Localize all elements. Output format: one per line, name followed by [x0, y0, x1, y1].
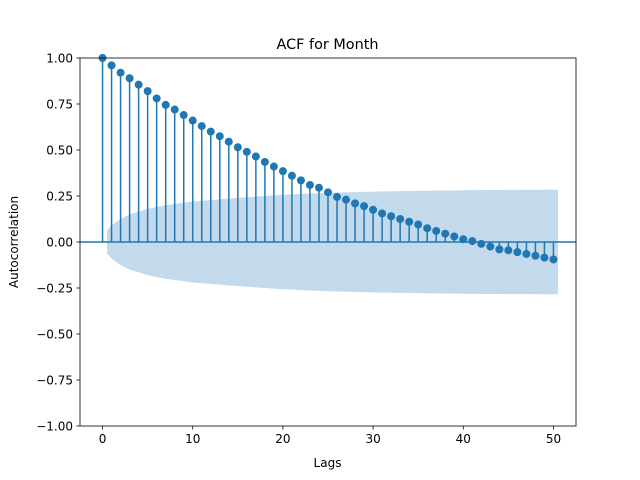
acf-point	[107, 61, 116, 70]
x-tick-label: 50	[546, 432, 561, 446]
acf-point	[260, 157, 269, 166]
acf-point	[351, 199, 360, 208]
acf-point	[333, 192, 342, 201]
acf-point	[477, 239, 486, 248]
acf-point	[152, 94, 161, 103]
acf-point	[486, 242, 495, 251]
acf-point	[540, 253, 549, 262]
acf-point	[269, 162, 278, 171]
acf-point	[179, 111, 188, 120]
y-tick-label: −0.50	[36, 327, 73, 341]
acf-point	[116, 68, 125, 77]
x-tick-label: 40	[456, 432, 471, 446]
acf-point	[450, 232, 459, 241]
x-axis-label: Lags	[314, 456, 342, 470]
axes: 0 10 20 30 40 50 −1.00 −0.75 −0.50 −0.25 0.00 0.25 0…	[36, 51, 577, 446]
acf-point	[387, 212, 396, 221]
y-axis-label: Autocorrelation	[7, 196, 21, 288]
acf-point	[215, 132, 224, 141]
acf-point	[405, 217, 414, 226]
acf-point	[378, 209, 387, 218]
acf-point	[278, 167, 287, 176]
chart-title: ACF for Month	[277, 37, 379, 53]
acf-point	[224, 137, 233, 146]
acf-point	[369, 205, 378, 214]
acf-point	[287, 171, 296, 180]
x-tick-label: 10	[185, 432, 200, 446]
acf-point	[251, 152, 260, 161]
acf-point	[495, 245, 504, 254]
acf-point	[468, 237, 477, 246]
acf-point	[296, 176, 305, 185]
x-tick-label: 0	[99, 432, 107, 446]
acf-point	[188, 116, 197, 125]
acf-point	[143, 87, 152, 96]
acf-point	[305, 180, 314, 189]
acf-point	[342, 195, 351, 204]
acf-point	[197, 122, 206, 131]
plot-area	[80, 54, 576, 295]
acf-point	[170, 105, 179, 114]
acf-point	[242, 147, 251, 156]
acf-point	[360, 202, 369, 211]
y-tick-label: 0.25	[46, 189, 73, 203]
x-tick-label: 30	[365, 432, 380, 446]
acf-point	[414, 220, 423, 229]
y-tick-label: 1.00	[46, 51, 73, 65]
acf-point	[531, 251, 540, 260]
y-tick-label: 0.00	[46, 235, 73, 249]
acf-point	[432, 226, 441, 235]
acf-point	[161, 100, 170, 109]
acf-point	[125, 74, 134, 83]
acf-point	[549, 255, 558, 264]
acf-point	[423, 224, 432, 233]
acf-point	[324, 188, 332, 197]
y-tick-label: −1.00	[36, 419, 73, 433]
acf-point	[396, 215, 405, 223]
acf-point	[134, 80, 143, 89]
acf-point	[441, 229, 450, 238]
acf-point	[314, 183, 323, 192]
x-tick-label: 20	[275, 432, 290, 446]
y-tick-label: −0.75	[36, 373, 73, 387]
acf-point	[513, 248, 522, 257]
acf-point	[522, 249, 531, 258]
y-tick-label: 0.75	[46, 97, 73, 111]
acf-point	[206, 127, 215, 136]
acf-point	[233, 143, 242, 152]
y-tick-label: −0.25	[36, 281, 73, 295]
y-tick-label: 0.50	[46, 143, 73, 157]
acf-point	[504, 246, 513, 255]
acf-point	[459, 235, 468, 244]
